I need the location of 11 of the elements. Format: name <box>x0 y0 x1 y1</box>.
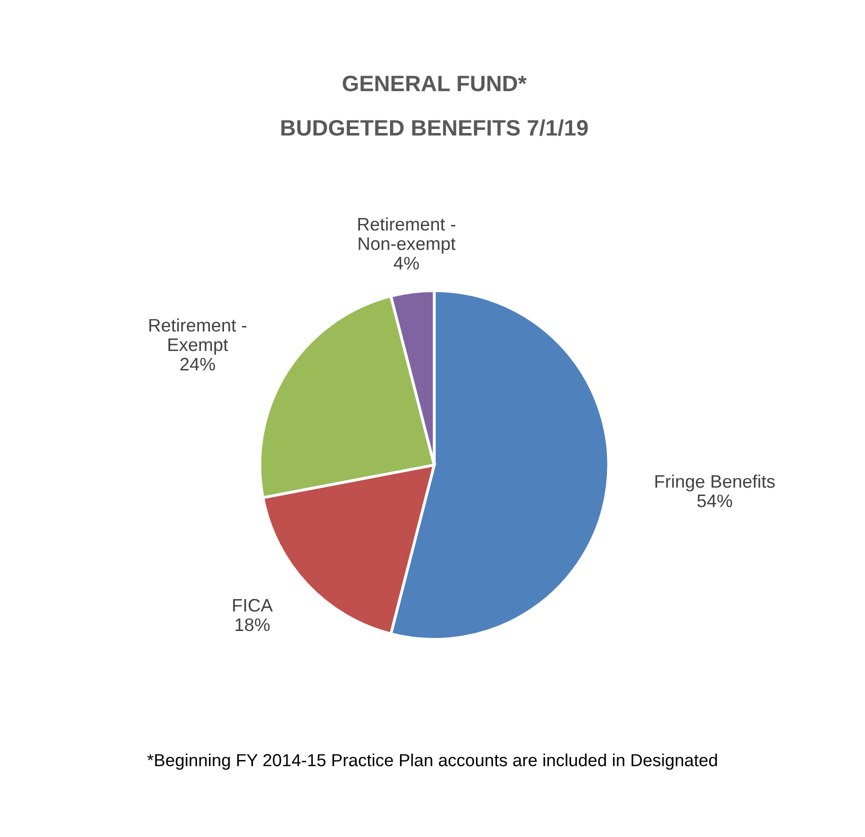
data-label: 4% <box>394 256 419 270</box>
chart-subtitle: BUDGETED BENEFITS 7/1/19 <box>281 119 588 136</box>
data-label: 24% <box>180 358 216 371</box>
slice-label: Fringe Benefits <box>655 474 775 492</box>
text: *Beginning FY 2014-15 Practice Plan accounts are included in Designated <box>147 754 717 770</box>
slice-label: FICA <box>233 598 273 612</box>
data-label: 18% <box>236 618 270 632</box>
data-label: 54% <box>697 494 732 508</box>
chart-title: GENERAL FUND* <box>342 76 527 92</box>
slice-label: Retirement - Non-exempt <box>358 217 456 254</box>
slice-label: Retirement - Exempt <box>149 318 246 355</box>
